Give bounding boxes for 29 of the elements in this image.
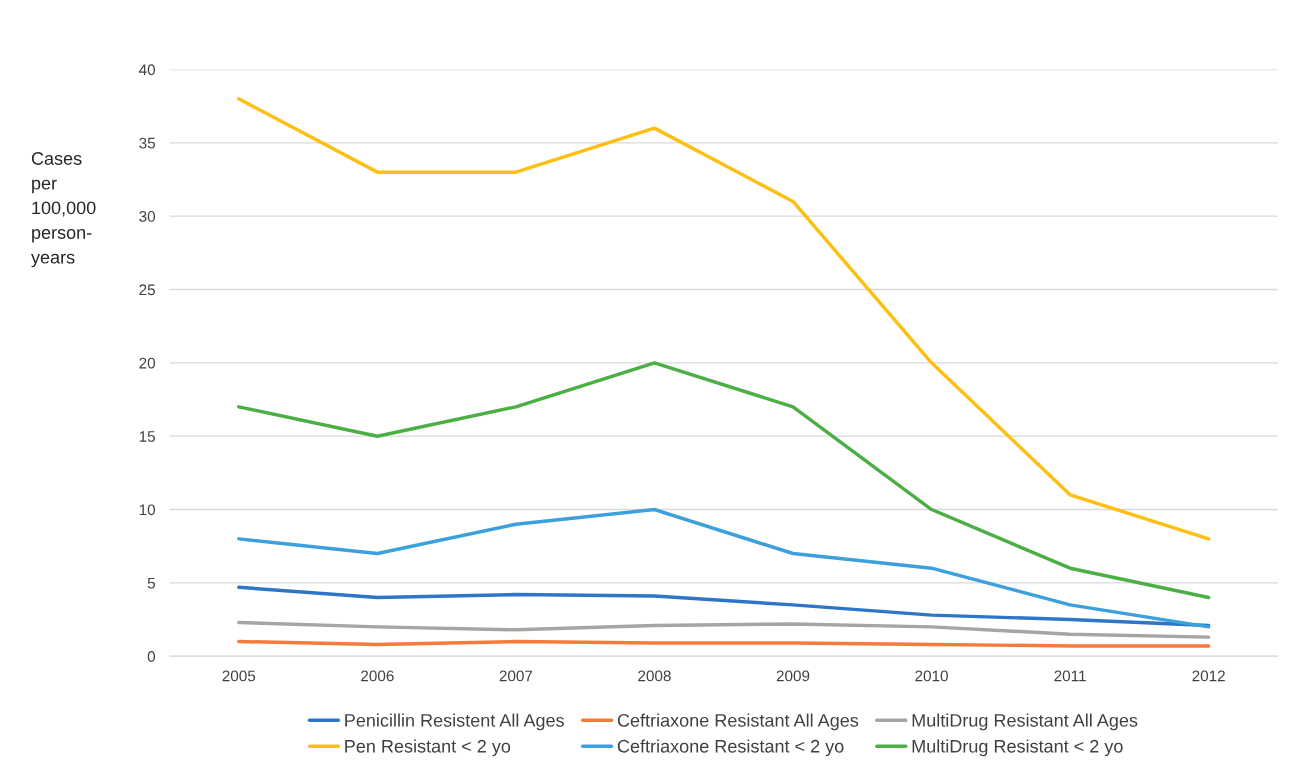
y-tick-label: 35 — [139, 137, 155, 149]
x-tick-label: 2006 — [361, 670, 394, 682]
x-tick-label: 2012 — [1192, 670, 1225, 682]
line-series — [237, 361, 1211, 600]
y-tick-label: 10 — [139, 504, 156, 516]
legend-label: Pen Resistant < 2 yo — [345, 739, 511, 757]
legend-label: Ceftriaxone Resistant < 2 yo — [617, 739, 844, 757]
legend-label: MultiDrug Resistant All Ages — [912, 713, 1138, 731]
y-axis-title: Cases per 100,000 person- years — [31, 152, 96, 268]
y-tick-label: 15 — [139, 431, 155, 442]
line-series — [237, 97, 1211, 541]
legend-label: Ceftriaxone Resistant All Ages — [617, 713, 859, 731]
legend-label: Penicillin Resistent All Ages — [345, 713, 564, 731]
legend-label: MultiDrug Resistant < 2 yo — [912, 739, 1123, 757]
line-series — [237, 585, 1211, 628]
y-tick-label: 0 — [147, 651, 156, 662]
x-tick-label: 2007 — [499, 670, 533, 682]
y-tick-label: 5 — [147, 577, 155, 589]
y-tick-label: 30 — [139, 211, 156, 222]
x-tick-label: 2009 — [776, 670, 810, 682]
x-tick-label: 2008 — [638, 670, 671, 682]
y-tick-label: 40 — [138, 64, 156, 76]
x-tick-label: 2010 — [915, 670, 948, 682]
x-tick-label: 2011 — [1054, 670, 1086, 682]
line-series — [237, 620, 1211, 639]
line-series — [237, 507, 1211, 629]
y-tick-label: 20 — [139, 357, 156, 369]
y-tick-label: 25 — [139, 284, 155, 296]
x-tick-label: 2005 — [222, 670, 256, 682]
